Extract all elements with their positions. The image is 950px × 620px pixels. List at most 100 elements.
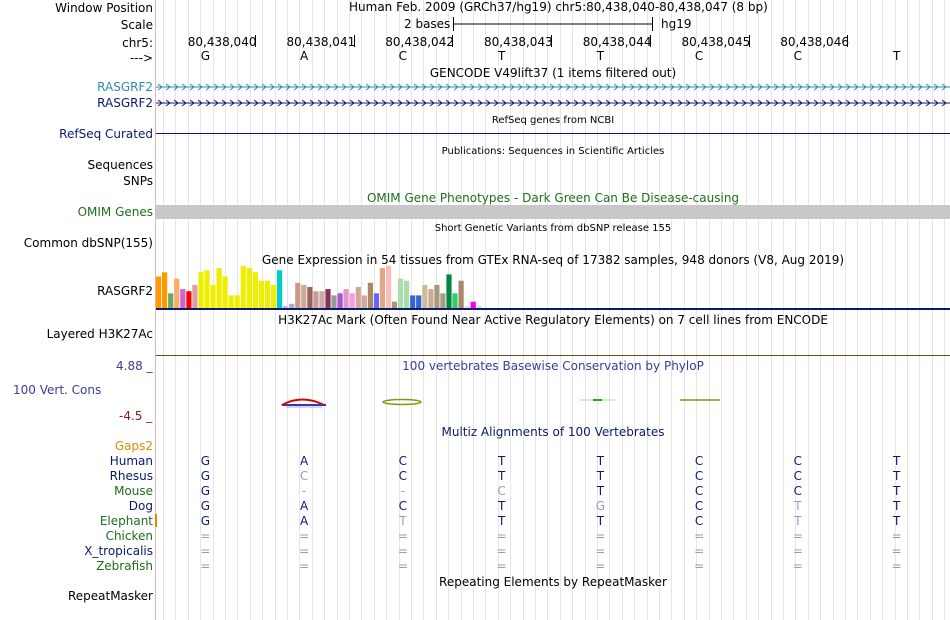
h3k27ac-label[interactable]: Layered H3K27Ac <box>46 327 153 341</box>
gtex-tissue-bar[interactable] <box>337 293 343 308</box>
gtex-tissue-bar[interactable] <box>440 293 446 308</box>
dbsnp-label[interactable]: Common dbSNP(155) <box>23 236 153 250</box>
phylop-wiggle[interactable] <box>156 396 950 410</box>
gencode-gene-1-label[interactable]: RASGRF2 <box>97 80 153 94</box>
gtex-tissue-bar[interactable] <box>240 266 246 308</box>
strand-chevron <box>685 99 691 107</box>
gtex-tissue-bar[interactable] <box>464 305 470 308</box>
gtex-tissue-bar[interactable] <box>295 282 301 308</box>
gaps-label[interactable]: Gaps2 <box>114 439 153 453</box>
omim-label[interactable]: OMIM Genes <box>77 205 153 219</box>
gtex-tissue-bar[interactable] <box>446 274 452 308</box>
refseq-label[interactable]: RefSeq Curated <box>59 127 153 141</box>
species-label[interactable]: Chicken <box>105 529 153 543</box>
gtex-tissue-bar[interactable] <box>325 289 331 308</box>
strand-chevron <box>293 99 299 107</box>
gtex-tissue-bar[interactable] <box>398 278 404 308</box>
gtex-tissue-bar[interactable] <box>355 287 361 308</box>
species-label[interactable]: Zebrafish <box>96 559 153 573</box>
gtex-tissue-bar[interactable] <box>349 293 355 308</box>
omim-feature-bar[interactable] <box>156 205 950 219</box>
gtex-tissue-bar[interactable] <box>470 301 476 308</box>
gtex-tissue-bar[interactable] <box>180 289 186 308</box>
species-label[interactable]: X_tropicalis <box>84 544 153 558</box>
refseq-gene-line[interactable] <box>156 133 950 134</box>
gtex-tissue-bar[interactable] <box>216 268 222 308</box>
strand-chevron <box>341 83 347 91</box>
publications-label-sequences[interactable]: Sequences <box>87 158 153 172</box>
gtex-tissue-bar[interactable] <box>192 284 198 308</box>
strand-chevron <box>733 99 739 107</box>
grid-line <box>771 0 772 620</box>
grid-line <box>448 0 449 620</box>
gtex-tissue-bar[interactable] <box>331 295 337 308</box>
gencode-gene-1-track[interactable] <box>156 82 950 92</box>
gtex-tissue-bar[interactable] <box>379 268 385 308</box>
gtex-tissue-bar[interactable] <box>174 278 180 308</box>
gtex-tissue-bar[interactable] <box>313 291 319 308</box>
gtex-tissue-bar[interactable] <box>367 282 373 308</box>
gtex-tissue-bar[interactable] <box>204 270 210 308</box>
gtex-tissue-bar[interactable] <box>361 295 367 308</box>
strand-chevron <box>469 83 475 91</box>
grid-line <box>808 0 809 620</box>
species-label[interactable]: Dog <box>128 499 153 513</box>
strand-chevron <box>573 99 579 107</box>
gtex-tissue-bar[interactable] <box>452 293 458 308</box>
gtex-tissue-bar[interactable] <box>271 284 277 308</box>
gtex-tissue-bar[interactable] <box>343 289 349 308</box>
gtex-tissue-bar[interactable] <box>246 268 252 308</box>
gtex-tissue-bar[interactable] <box>373 293 379 308</box>
gtex-label[interactable]: RASGRF2 <box>97 284 153 298</box>
gencode-gene-2-label[interactable]: RASGRF2 <box>97 96 153 110</box>
gtex-tissue-bar[interactable] <box>277 270 283 308</box>
gtex-tissue-bar[interactable] <box>264 280 271 308</box>
strand-chevron <box>237 99 243 107</box>
gtex-tissue-bar[interactable] <box>307 287 313 308</box>
gtex-tissue-bar[interactable] <box>301 284 307 308</box>
elephant-gap-marker <box>155 514 157 527</box>
species-label[interactable]: Rhesus <box>109 469 153 483</box>
gtex-tissue-bar[interactable] <box>458 280 464 308</box>
gtex-tissue-bar[interactable] <box>258 280 264 308</box>
gtex-tissue-bar[interactable] <box>234 295 240 308</box>
gencode-gene-2-track[interactable] <box>156 98 950 108</box>
gtex-tissue-bar[interactable] <box>410 295 416 308</box>
gtex-tissue-bar[interactable] <box>210 284 216 308</box>
strand-chevron <box>493 83 499 91</box>
gtex-tissue-bar[interactable] <box>222 276 228 309</box>
species-label[interactable]: Elephant <box>99 514 153 528</box>
h3k27ac-baseline <box>156 355 950 356</box>
gtex-tissue-bar[interactable] <box>404 280 410 308</box>
gtex-tissue-bar[interactable] <box>385 266 392 308</box>
publications-label-snps[interactable]: SNPs <box>123 174 153 188</box>
gtex-tissue-bar[interactable] <box>289 303 295 308</box>
gtex-tissue-bar[interactable] <box>186 291 192 308</box>
gtex-tissue-bar[interactable] <box>156 276 162 309</box>
gtex-tissue-bar[interactable] <box>434 284 440 308</box>
species-label[interactable]: Human <box>109 454 153 468</box>
gtex-tissue-bar[interactable] <box>428 289 434 308</box>
alignment-base: C <box>398 469 408 483</box>
gtex-tissue-bar[interactable] <box>228 295 234 308</box>
alignment-base: = <box>792 559 803 573</box>
strand-chevron <box>509 99 515 107</box>
strand-chevron <box>413 99 419 107</box>
gtex-tissue-bar[interactable] <box>168 293 174 308</box>
gtex-tissue-bar[interactable] <box>198 272 204 308</box>
gtex-tissue-bar[interactable] <box>252 272 258 308</box>
gtex-tissue-bar[interactable] <box>162 272 168 308</box>
gtex-tissue-bar[interactable] <box>416 295 422 308</box>
strand-chevron <box>917 99 923 107</box>
repeatmasker-label[interactable]: RepeatMasker <box>67 589 153 603</box>
gtex-tissue-bar[interactable] <box>319 291 325 308</box>
strand-chevron <box>317 83 323 91</box>
gtex-tissue-bar[interactable] <box>476 305 482 308</box>
gtex-tissue-bar[interactable] <box>391 301 398 308</box>
gtex-tissue-bar[interactable] <box>422 284 428 308</box>
species-label[interactable]: Mouse <box>114 484 153 498</box>
gtex-tissue-bar[interactable] <box>283 305 289 308</box>
gtex-expression-chart[interactable] <box>156 266 950 308</box>
phylop-label[interactable]: 100 Vert. Cons <box>13 383 102 397</box>
strand-chevron <box>205 99 211 107</box>
